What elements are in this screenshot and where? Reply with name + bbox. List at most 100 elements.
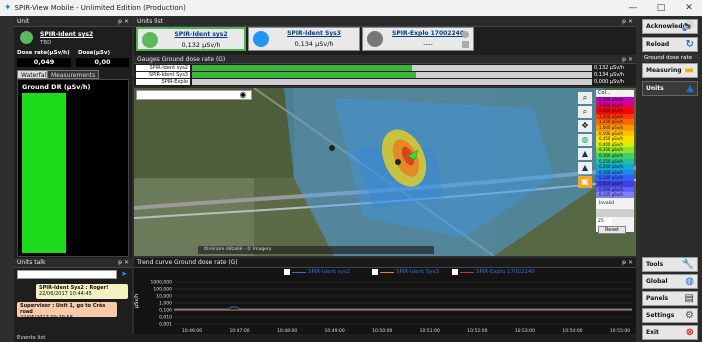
units-list-title: Units list: [137, 18, 163, 25]
unit-status-icon: [142, 32, 158, 48]
message-text: Supervisor : Unit 1, go to Crès road: [20, 303, 114, 315]
legend-swatch: [460, 272, 474, 273]
gauge-fill: [192, 65, 412, 71]
gauges-header: Gauges Ground dose rate (G) ᵽ ✕: [134, 56, 636, 64]
gear-icon: ⚙: [685, 310, 694, 322]
right-command-panel: Acknowledge 🔊 Reload ↻ Ground dose rate Me…: [640, 17, 702, 342]
unit-card-value: 0,134 µSv/h: [273, 40, 355, 48]
unit-status-icon: [367, 31, 383, 47]
pan-icon[interactable]: ✥: [578, 120, 592, 132]
trend-y-ticks: 1000,000100,00010,0001,0000,1000,0100,00…: [151, 280, 173, 328]
units-button[interactable]: Units ▲: [642, 81, 698, 96]
global-label: Global: [646, 278, 668, 285]
y-tick-label: 100,000: [153, 287, 172, 293]
close-window-button[interactable]: ✕: [676, 0, 702, 16]
map-toolbar: ⌕ ⌕ ✥ ◍ ▲ ▲ ▣: [578, 92, 592, 182]
legend-checkbox[interactable]: [284, 269, 290, 275]
globe-icon: ◍: [685, 276, 694, 288]
map-search-input[interactable]: [136, 90, 252, 100]
unit-card[interactable]: SPIR-Ident Sys3 0,134 µSv/h: [248, 27, 360, 51]
tools-label: Tools: [646, 261, 663, 268]
units-list-panel: Units list ᵽ ✕ SPIR-Ident sys2 0,132 µSv…: [134, 17, 636, 55]
zoom-in-icon[interactable]: ⌕: [578, 92, 592, 104]
legend-checkbox[interactable]: [452, 269, 458, 275]
wrench-icon: 🔧: [682, 259, 694, 271]
panel-pin-close[interactable]: ᵽ ✕: [118, 17, 129, 27]
unit-card[interactable]: SPIR-Ident sys2 0,132 µSv/h: [136, 27, 246, 51]
gauge-label: SPIR-Ident Sys3: [136, 72, 190, 78]
north-arrow-icon[interactable]: ▲: [578, 148, 592, 160]
app-icon: ✦: [4, 3, 12, 13]
units-list-header: Units list ᵽ ✕: [134, 17, 636, 27]
gauge-bar: [192, 65, 592, 71]
message-input[interactable]: [17, 270, 117, 279]
map-view[interactable]: ◉ Itinéraire détaillé - © Imagery ⌕ ⌕ ✥ …: [134, 88, 636, 256]
gauge-bar: [192, 72, 592, 78]
unit-card-name: SPIR-Explo 17002240: [387, 30, 469, 37]
gauge-value: 0,134 µSv/h: [594, 72, 636, 78]
reload-button[interactable]: Reload ↻: [642, 37, 698, 52]
unit-status-icon: [253, 31, 269, 47]
globe-icon[interactable]: ◍: [578, 134, 592, 146]
legend-item: 0,125 µSv/h: [596, 192, 634, 198]
events-list-panel: Events list: [14, 334, 636, 342]
settings-button[interactable]: Settings ⚙: [642, 308, 698, 323]
trend-legend: SPIR-Ident sys2 SPIR-Ident Sys3 SPIR-Exp…: [284, 268, 584, 276]
trend-line-sys2: [174, 307, 632, 309]
refresh-icon: ↻: [686, 39, 694, 51]
invalid-toggle[interactable]: Invalid: [596, 200, 634, 208]
measuring-button[interactable]: Measuring ▬: [642, 63, 698, 78]
reload-label: Reload: [646, 41, 669, 48]
lock-icon[interactable]: [462, 41, 469, 48]
close-icon: ⊗: [686, 327, 694, 339]
opacity-slider[interactable]: [596, 209, 634, 217]
y-tick-label: 1000,000: [151, 280, 173, 286]
dose-rate-label: Dose rate(µSv/h): [17, 50, 70, 56]
minimize-button[interactable]: —: [620, 0, 646, 16]
acknowledge-button[interactable]: Acknowledge 🔊: [642, 19, 698, 34]
unit-card-value: ----: [387, 40, 469, 48]
panel-pin-close[interactable]: ᵽ ✕: [622, 258, 633, 268]
opacity-value[interactable]: 25: [596, 218, 612, 225]
reset-button[interactable]: Reset: [598, 226, 626, 234]
waterfall-view: Ground DR (µSv/h): [17, 79, 129, 257]
settings-label: Settings: [646, 312, 674, 319]
trend-chart[interactable]: 1000,000100,00010,0001,0000,1000,0100,00…: [134, 276, 636, 334]
send-button[interactable]: ➤: [119, 270, 129, 279]
legend-title: Col...: [596, 90, 634, 97]
legend-swatch: [292, 272, 306, 273]
legend-checkbox[interactable]: [372, 269, 378, 275]
eye-icon[interactable]: ◉: [238, 90, 248, 100]
gauge-bar: [192, 79, 592, 85]
zoom-out-icon[interactable]: ⌕: [578, 106, 592, 118]
title-bar: ✦ SPIR-View Mobile - Unlimited Edition (…: [0, 0, 702, 16]
panel-pin-close[interactable]: ᵽ ✕: [118, 258, 129, 268]
legend-entry: SPIR-Ident Sys3: [396, 268, 439, 276]
waterfall-bar: [22, 93, 66, 253]
maximize-button[interactable]: □: [648, 0, 674, 16]
exit-button[interactable]: Exit ⊗: [642, 325, 698, 340]
unit-status-icon: [20, 31, 33, 44]
panel-pin-close[interactable]: ᵽ ✕: [622, 17, 633, 27]
dose-value: 0,00: [76, 58, 129, 67]
unit-panel-title: Unit: [17, 18, 29, 25]
unit-device-name[interactable]: SPIR-Ident sys2: [40, 31, 93, 38]
panel-pin-close[interactable]: ᵽ ✕: [622, 56, 633, 64]
gauge-icon: ▬: [685, 65, 694, 77]
map-canvas[interactable]: [134, 88, 636, 256]
legend-list: 5,000 µSv/h 3,000 µSv/h 2,000 µSv/h 1,500 µ…: [596, 97, 634, 198]
info-icon[interactable]: [462, 31, 469, 38]
navigation-icon[interactable]: ▲: [578, 162, 592, 174]
unit-card-name: SPIR-Ident sys2: [162, 31, 240, 38]
unit-card[interactable]: SPIR-Explo 17002240 ----: [362, 27, 474, 51]
units-talk-header: Units talk ᵽ ✕: [14, 258, 132, 268]
tab-measurements[interactable]: Measurements: [47, 70, 99, 79]
layers-icon[interactable]: ▣: [578, 176, 592, 188]
global-button[interactable]: Global ◍: [642, 274, 698, 289]
legend-swatch: [380, 272, 394, 273]
tools-button[interactable]: Tools 🔧: [642, 257, 698, 272]
units-label: Units: [646, 85, 664, 92]
trend-title: Trend curve Ground dose rate (G): [137, 259, 238, 266]
panels-button[interactable]: Panels ▤: [642, 291, 698, 306]
